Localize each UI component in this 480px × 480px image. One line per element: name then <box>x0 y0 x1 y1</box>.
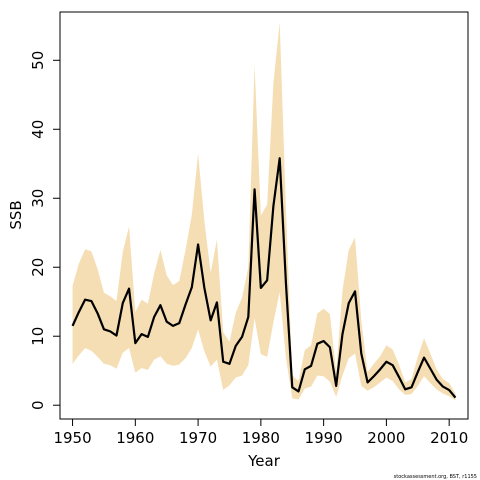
y-tick-label: 20 <box>29 258 47 277</box>
y-axis-label: SSB <box>7 200 25 229</box>
x-tick-label: 1960 <box>116 429 154 447</box>
x-tick-label: 1990 <box>305 429 343 447</box>
y-tick-label: 40 <box>29 120 47 139</box>
x-axis-label: Year <box>247 452 281 470</box>
x-axis: 1950 1960 1970 1980 1990 2000 2010 <box>53 418 468 447</box>
ssb-estimate-line <box>71 157 457 399</box>
y-tick-label: 50 <box>29 51 47 70</box>
x-tick-label: 1950 <box>53 429 91 447</box>
y-axis: 0 10 20 30 40 50 <box>29 51 61 410</box>
x-tick-label: 1970 <box>179 429 217 447</box>
y-tick-label: 10 <box>29 327 47 346</box>
x-tick-label: 1980 <box>242 429 280 447</box>
y-tick-label: 0 <box>29 400 47 410</box>
confidence-band <box>72 22 456 401</box>
y-tick-label: 30 <box>29 189 47 208</box>
credit-text: stockassessment.org, BST, r1155 <box>394 474 477 480</box>
x-tick-label: 2000 <box>367 429 405 447</box>
plot-area <box>71 22 457 401</box>
x-tick-label: 2010 <box>430 429 468 447</box>
